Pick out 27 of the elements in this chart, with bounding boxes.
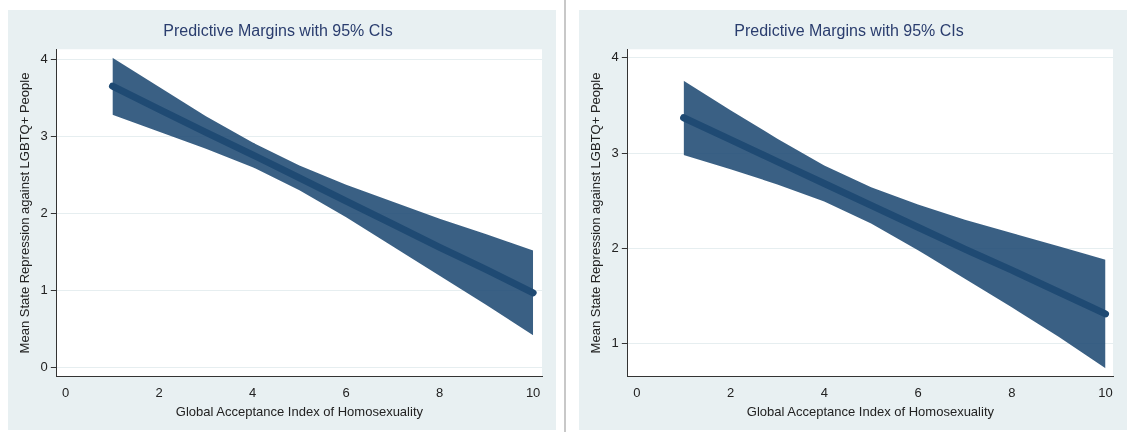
x-axis-title: Global Acceptance Index of Homosexuality — [746, 403, 995, 419]
y-tick-label: 2 — [611, 239, 619, 255]
x-tick-label: 6 — [342, 385, 350, 401]
x-axis-title: Global Acceptance Index of Homosexuality — [175, 403, 424, 419]
y-tick-label: 1 — [40, 282, 48, 298]
x-tick-label: 8 — [1008, 385, 1016, 401]
x-tick-label: 10 — [525, 385, 541, 401]
chart-title: Predictive Margins with 95% CIs — [734, 22, 964, 40]
y-tick-label: 3 — [40, 127, 48, 143]
x-tick-label: 4 — [249, 385, 257, 401]
y-tick-label: 0 — [40, 359, 48, 375]
y-tick-label: 4 — [40, 50, 48, 66]
x-tick-label: 4 — [820, 385, 828, 401]
y-tick-label: 4 — [611, 49, 619, 65]
x-tick-label: 6 — [914, 385, 922, 401]
x-tick-label: 8 — [436, 385, 444, 401]
y-axis-title: Mean State Repression against LGBTQ+ People — [588, 72, 604, 354]
x-tick-label: 2 — [726, 385, 735, 401]
y-tick-label: 3 — [611, 144, 619, 160]
x-tick-label: 0 — [633, 385, 641, 401]
x-tick-label: 0 — [62, 385, 70, 401]
x-tick-label: 2 — [155, 385, 163, 401]
chart-title: Predictive Margins with 95% CIs — [163, 22, 393, 40]
y-tick-label: 2 — [40, 204, 48, 220]
x-tick-label: 10 — [1098, 385, 1113, 401]
y-axis-title: Mean State Repression against LGBTQ+ People — [17, 72, 33, 354]
y-tick-label: 1 — [611, 335, 619, 351]
